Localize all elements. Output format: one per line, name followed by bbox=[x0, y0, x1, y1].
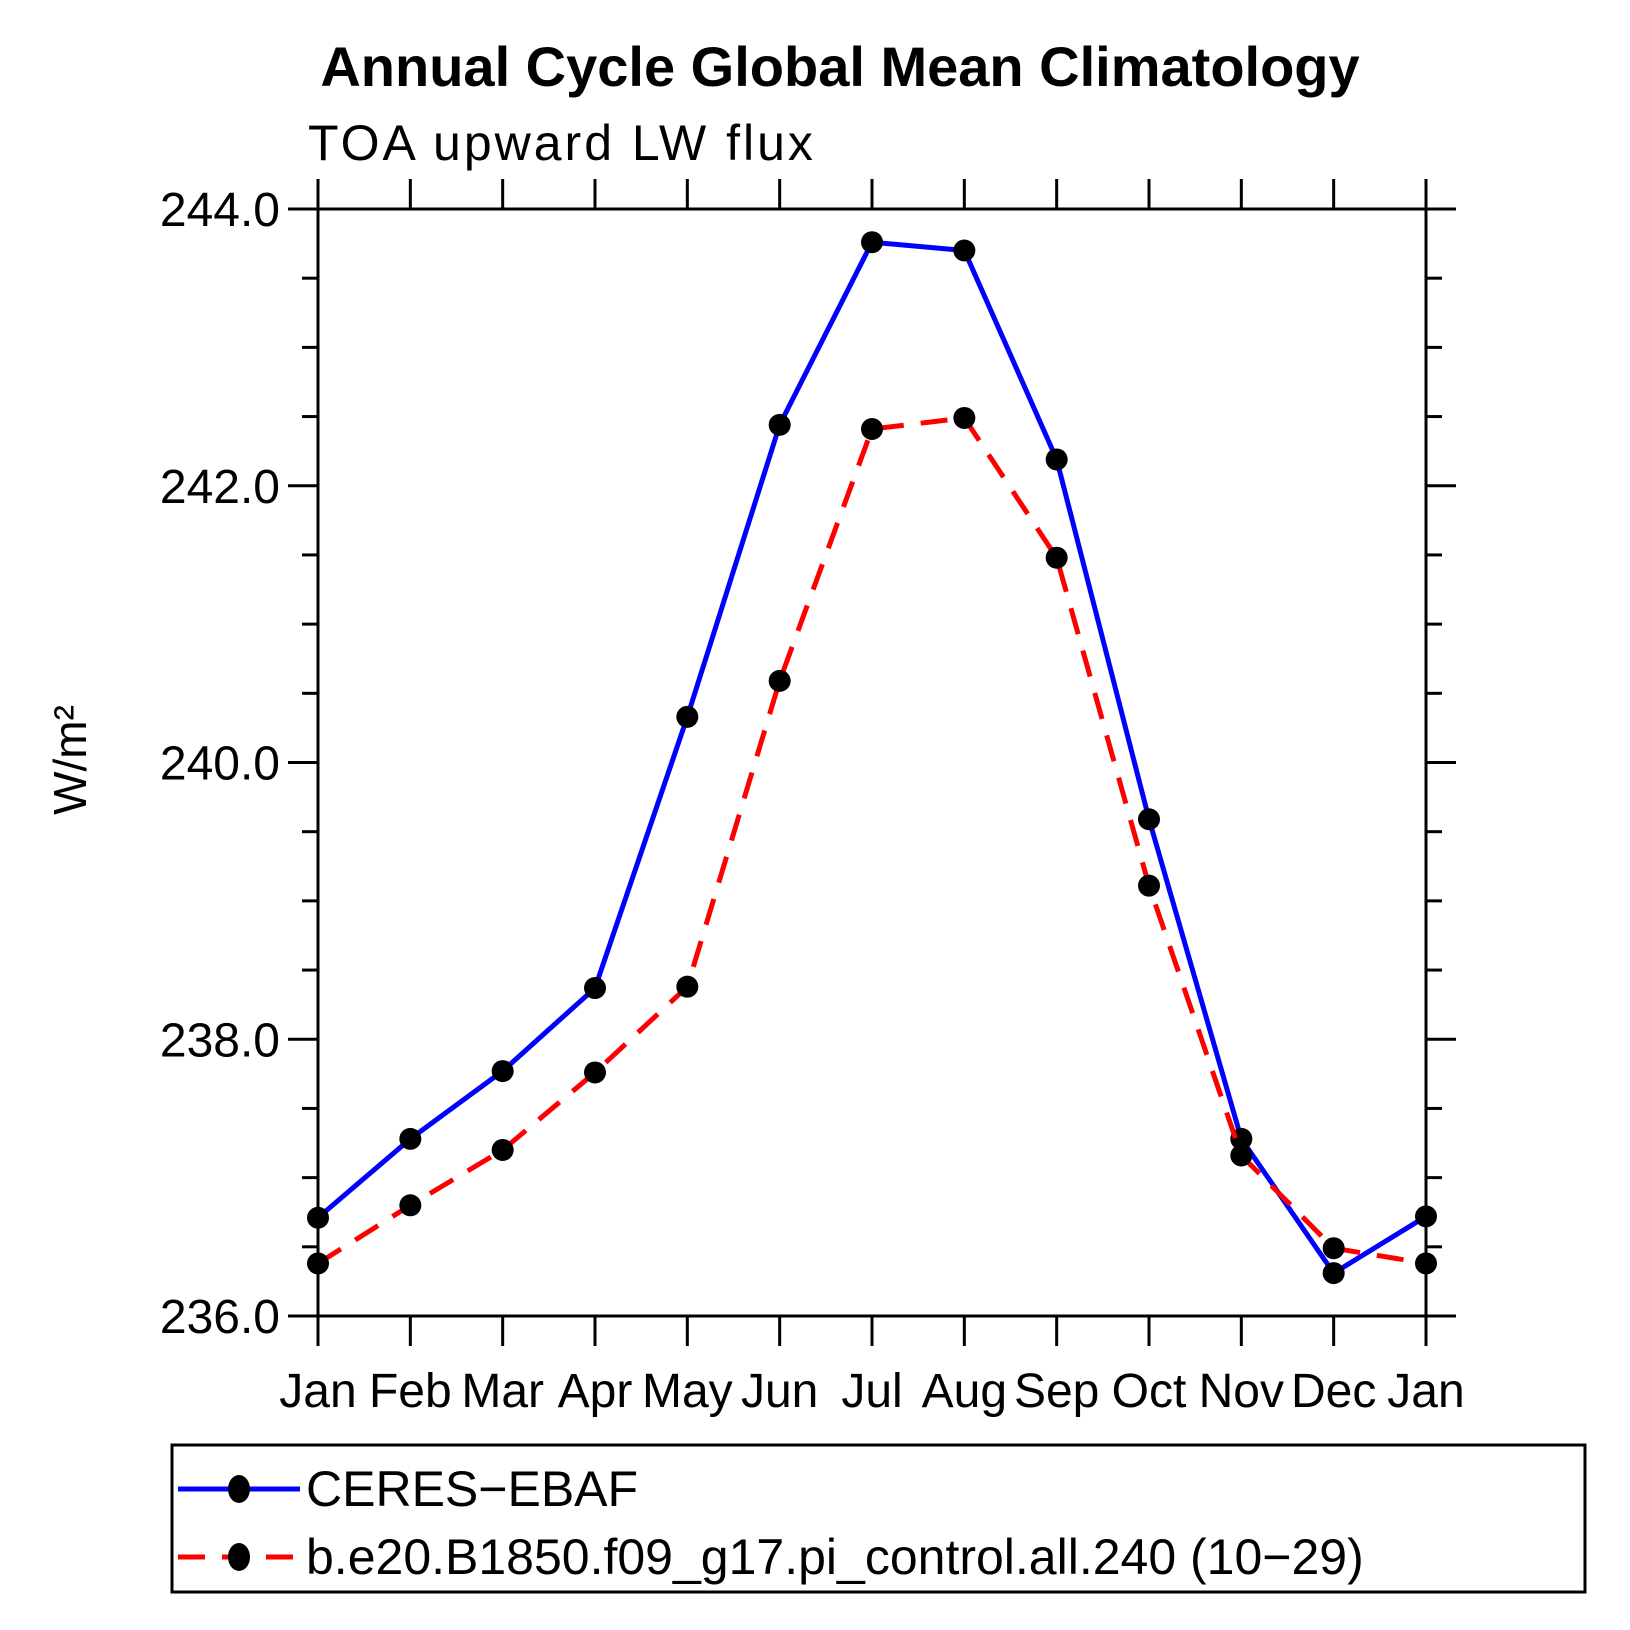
data-point-marker bbox=[953, 239, 976, 262]
data-point-marker bbox=[399, 1127, 422, 1150]
data-point-marker bbox=[676, 975, 699, 998]
data-point-marker bbox=[307, 1252, 329, 1275]
data-point-marker bbox=[584, 1061, 606, 1084]
y-tick-label: 236.0 bbox=[160, 1291, 280, 1344]
x-tick-label: Sep bbox=[1014, 1365, 1099, 1418]
y-tick-label: 238.0 bbox=[160, 1014, 280, 1067]
legend-marker bbox=[228, 1543, 250, 1571]
y-tick-label: 244.0 bbox=[160, 184, 280, 237]
data-point-marker bbox=[676, 705, 699, 728]
x-tick-label: Jun bbox=[741, 1365, 818, 1418]
data-point-marker bbox=[1045, 448, 1068, 471]
data-point-marker bbox=[1138, 808, 1160, 831]
data-point-marker bbox=[307, 1206, 329, 1229]
series-ceres-ebaf-line bbox=[316, 239, 1428, 1277]
data-point-marker bbox=[399, 1194, 422, 1217]
legend-label-ceres-ebaf: CERES−EBAF bbox=[306, 1461, 638, 1517]
x-tick-label: Feb bbox=[369, 1365, 452, 1418]
data-point-marker bbox=[1415, 1252, 1437, 1275]
x-tick-label: Oct bbox=[1112, 1365, 1187, 1418]
data-point-marker bbox=[491, 1138, 514, 1161]
data-point-marker bbox=[953, 406, 976, 429]
x-tick-label: May bbox=[642, 1365, 733, 1418]
x-tick-label: Jan bbox=[279, 1365, 356, 1418]
data-point-marker bbox=[768, 669, 791, 692]
data-point-marker bbox=[1138, 874, 1160, 897]
x-tick-label: Jul bbox=[841, 1365, 902, 1418]
x-tick-label: Dec bbox=[1291, 1365, 1376, 1418]
x-tick-label: Apr bbox=[558, 1365, 633, 1418]
data-point-marker bbox=[1322, 1237, 1345, 1260]
y-tick-label: 240.0 bbox=[160, 738, 280, 791]
legend-label-model-run: b.e20.B1850.f09_g17.pi_control.all.240 (… bbox=[306, 1529, 1364, 1585]
legend-marker bbox=[228, 1475, 250, 1503]
data-point-marker bbox=[491, 1060, 514, 1083]
chart-generated-layer: Jan Feb Mar Apr May Jun Jul Aug Sep Oct Nov Dec Jan2… bbox=[160, 179, 1587, 1594]
y-axis-label: W/m² bbox=[44, 705, 96, 815]
data-point-marker bbox=[1415, 1205, 1437, 1228]
y-tick-label: 242.0 bbox=[160, 461, 280, 514]
x-tick-label: Jan bbox=[1387, 1365, 1464, 1418]
data-point-marker bbox=[1322, 1262, 1345, 1285]
series-model-line bbox=[316, 415, 1427, 1266]
data-point-marker bbox=[1230, 1144, 1253, 1167]
chart-title: Annual Cycle Global Mean Climatology bbox=[320, 35, 1359, 98]
data-point-marker bbox=[1045, 546, 1068, 569]
legend-box bbox=[170, 1443, 1587, 1594]
x-tick-label: Nov bbox=[1199, 1365, 1284, 1418]
plot-frame bbox=[316, 207, 1428, 1318]
chart-subtitle: TOA upward LW flux bbox=[308, 115, 816, 171]
data-point-marker bbox=[861, 418, 883, 441]
x-tick-label: Mar bbox=[461, 1365, 544, 1418]
data-point-marker bbox=[584, 977, 606, 1000]
x-tick-label: Aug bbox=[922, 1365, 1007, 1418]
data-point-marker bbox=[861, 231, 883, 254]
data-point-marker bbox=[768, 413, 791, 436]
